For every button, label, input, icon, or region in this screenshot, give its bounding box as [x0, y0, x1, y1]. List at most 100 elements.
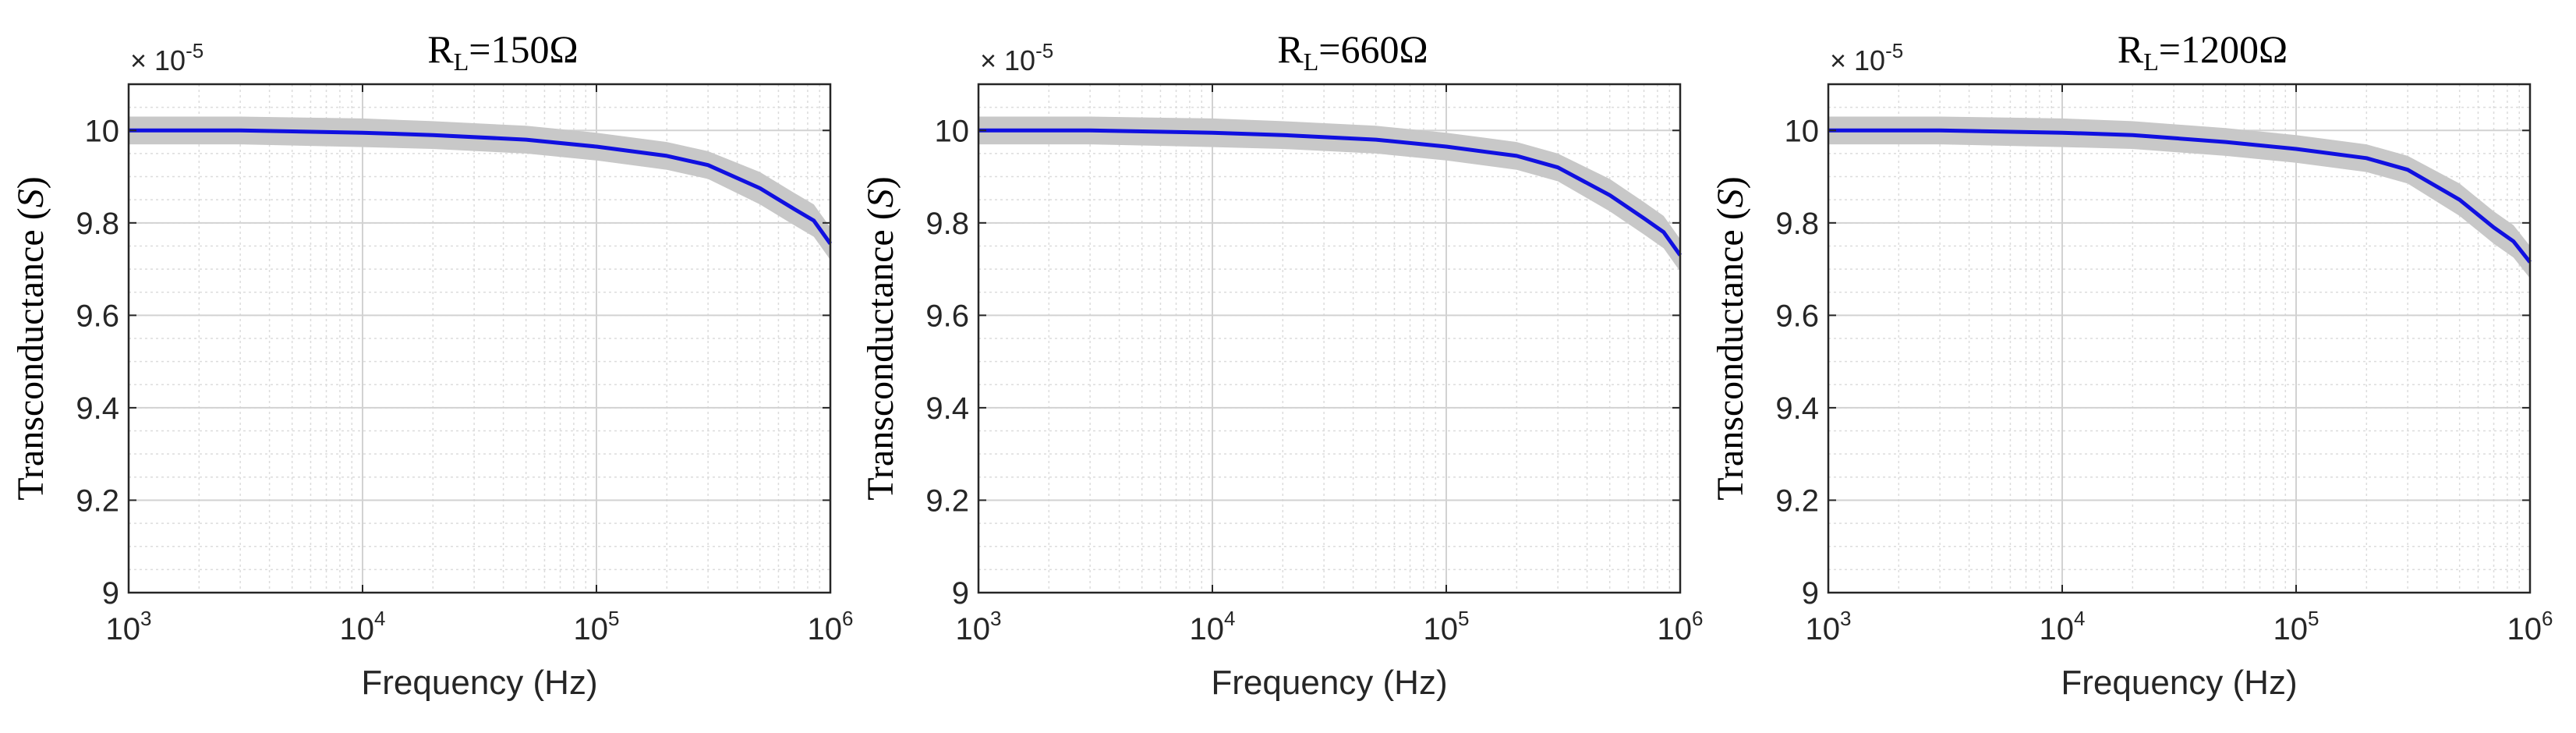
x-tick-exponent: 3 — [990, 607, 1001, 630]
y-multiplier: × 10-5 — [130, 39, 203, 76]
x-tick-label: 103 — [956, 607, 1002, 646]
axes-box — [1827, 83, 2532, 594]
x-tick-label: 106 — [2507, 607, 2553, 646]
x-axis-title: Frequency (Hz) — [1211, 664, 1447, 702]
y-multiplier-exponent: -5 — [1885, 39, 1903, 62]
y-tick-label: 9.4 — [925, 391, 969, 426]
x-tick-label: 104 — [2040, 607, 2086, 646]
panel-title: RL=660Ω — [1277, 27, 1428, 76]
x-tick-base: 10 — [340, 612, 375, 646]
y-multiplier: × 10-5 — [1830, 39, 1903, 76]
title-main: R — [2118, 27, 2144, 71]
x-tick-exponent: 4 — [374, 607, 385, 630]
title-value: =1200Ω — [2159, 27, 2288, 71]
x-tick-exponent: 6 — [2542, 607, 2553, 630]
x-tick-exponent: 4 — [1224, 607, 1235, 630]
x-tick-label: 103 — [1806, 607, 1852, 646]
y-title-close: ) — [860, 176, 901, 189]
y-title-unit: S — [1710, 189, 1751, 207]
title-value: =150Ω — [469, 27, 578, 71]
y-tick-label: 9.2 — [76, 483, 119, 518]
x-tick-base: 10 — [2273, 612, 2309, 646]
y-tick-label: 9.2 — [1775, 483, 1819, 518]
y-tick-label: 10 — [1785, 114, 1820, 148]
x-tick-exponent: 5 — [608, 607, 619, 630]
title-main: R — [427, 27, 454, 71]
y-axis-title: Transconductance (S) — [10, 176, 51, 500]
y-tick-label: 9 — [952, 576, 969, 611]
title-main: R — [1277, 27, 1304, 71]
y-multiplier-exponent: -5 — [186, 39, 203, 62]
x-tick-label: 106 — [1658, 607, 1704, 646]
x-tick-base: 10 — [574, 612, 609, 646]
y-tick-label: 9.2 — [925, 483, 969, 518]
y-tick-label: 10 — [935, 114, 970, 148]
x-tick-base: 10 — [808, 612, 843, 646]
x-tick-exponent: 3 — [140, 607, 151, 630]
axes-box — [977, 83, 1682, 594]
y-title-text: Transconductance ( — [860, 207, 901, 500]
x-tick-exponent: 6 — [842, 607, 853, 630]
y-axis-title: Transconductance (S) — [860, 176, 901, 500]
x-tick-label: 105 — [1424, 607, 1470, 646]
y-tick-label: 9.4 — [76, 391, 119, 426]
y-tick-label: 10 — [85, 114, 120, 148]
y-axis-title: Transconductance (S) — [1710, 176, 1751, 500]
x-tick-exponent: 6 — [1692, 607, 1703, 630]
y-tick-label: 9 — [102, 576, 119, 611]
x-tick-label: 103 — [106, 607, 152, 646]
x-tick-base: 10 — [2507, 612, 2542, 646]
x-tick-exponent: 3 — [1840, 607, 1851, 630]
x-tick-base: 10 — [1806, 612, 1841, 646]
y-tick-label: 9.8 — [925, 207, 969, 241]
x-tick-label: 105 — [2273, 607, 2319, 646]
y-tick-label: 9.8 — [1775, 207, 1819, 241]
mean-line — [129, 128, 833, 245]
x-tick-base: 10 — [956, 612, 991, 646]
title-subscript: L — [2143, 48, 2159, 76]
title-value: =660Ω — [1318, 27, 1428, 71]
mean-line — [1828, 128, 2532, 264]
x-tick-base: 10 — [1424, 612, 1459, 646]
y-title-text: Transconductance ( — [1710, 207, 1751, 500]
title-subscript: L — [454, 48, 469, 76]
x-tick-exponent: 4 — [2074, 607, 2085, 630]
x-axis-title: Frequency (Hz) — [361, 664, 597, 702]
y-multiplier: × 10-5 — [980, 39, 1053, 76]
x-axis-title: Frequency (Hz) — [2061, 664, 2297, 702]
y-tick-label: 9.4 — [1775, 391, 1819, 426]
y-tick-label: 9 — [1802, 576, 1819, 611]
y-title-unit: S — [860, 189, 901, 207]
y-tick-label: 9.6 — [1775, 299, 1819, 333]
y-tick-label: 9.8 — [76, 207, 119, 241]
y-tick-label: 9.6 — [76, 299, 119, 333]
y-multiplier-base: × 10 — [1830, 44, 1885, 76]
y-title-text: Transconductance ( — [10, 207, 51, 500]
x-tick-exponent: 5 — [2308, 607, 2319, 630]
x-tick-label: 106 — [808, 607, 854, 646]
panel-title: RL=150Ω — [427, 27, 578, 76]
axes-box — [127, 83, 832, 594]
y-multiplier-base: × 10 — [980, 44, 1035, 76]
y-title-close: ) — [1710, 176, 1751, 189]
y-title-close: ) — [10, 176, 51, 189]
mean-line — [978, 128, 1683, 257]
x-tick-label: 104 — [1190, 607, 1236, 646]
y-multiplier-base: × 10 — [130, 44, 186, 76]
x-tick-base: 10 — [106, 612, 141, 646]
y-tick-label: 9.6 — [925, 299, 969, 333]
panel-title: RL=1200Ω — [2118, 27, 2288, 76]
x-tick-label: 104 — [340, 607, 386, 646]
y-multiplier-exponent: -5 — [1035, 39, 1053, 62]
y-title-unit: S — [10, 189, 51, 207]
x-tick-exponent: 5 — [1458, 607, 1469, 630]
x-tick-base: 10 — [2040, 612, 2075, 646]
x-tick-base: 10 — [1190, 612, 1225, 646]
x-tick-base: 10 — [1658, 612, 1693, 646]
title-subscript: L — [1304, 48, 1319, 76]
x-tick-label: 105 — [574, 607, 620, 646]
